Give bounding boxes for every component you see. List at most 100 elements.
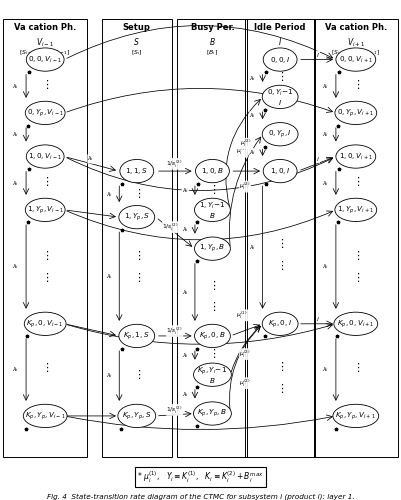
Text: $\lambda_i$: $\lambda_i$ <box>322 262 329 272</box>
Bar <box>177 20 247 457</box>
Bar <box>245 20 315 457</box>
Text: $\mu_i^{(2)}$: $\mu_i^{(2)}$ <box>239 348 251 360</box>
Ellipse shape <box>262 122 298 146</box>
Ellipse shape <box>26 145 64 168</box>
Text: $0, Y_p, V_{i+1}$: $0, Y_p, V_{i+1}$ <box>337 107 375 118</box>
Text: $\lambda_i$: $\lambda_i$ <box>106 272 113 281</box>
Text: $\vdots$: $\vdots$ <box>133 271 141 284</box>
Text: $1/s_i^{(2)}$: $1/s_i^{(2)}$ <box>166 404 183 415</box>
Ellipse shape <box>336 145 376 168</box>
Ellipse shape <box>194 324 230 347</box>
Ellipse shape <box>24 312 66 336</box>
Text: $K_p, 0, I$: $K_p, 0, I$ <box>268 318 292 330</box>
Text: Idle Period: Idle Period <box>254 23 306 32</box>
Text: $K_p, Y_p, V_{i+1}$: $K_p, Y_p, V_{i+1}$ <box>336 410 376 422</box>
Text: Busy Per.: Busy Per. <box>190 23 234 32</box>
Text: $K_p, 0, B$: $K_p, 0, B$ <box>199 330 226 342</box>
Ellipse shape <box>262 86 298 108</box>
Ellipse shape <box>194 363 231 386</box>
Text: $\lambda_i$: $\lambda_i$ <box>249 148 257 157</box>
Text: $\lambda_i$: $\lambda_i$ <box>12 130 19 139</box>
Text: $0, Y_p, I$: $0, Y_p, I$ <box>268 128 292 140</box>
Text: $\mu_i^{(2)}$: $\mu_i^{(2)}$ <box>239 378 251 389</box>
Text: $\vdots$: $\vdots$ <box>209 183 217 196</box>
Text: $\lambda_i$: $\lambda_i$ <box>182 186 189 195</box>
Text: Va cation Ph.: Va cation Ph. <box>325 23 387 32</box>
Text: $\vdots$: $\vdots$ <box>133 368 141 381</box>
Ellipse shape <box>119 324 155 347</box>
Text: $\lambda_i$: $\lambda_i$ <box>322 366 329 374</box>
Text: $S$: $S$ <box>134 36 140 48</box>
Ellipse shape <box>120 160 154 182</box>
Ellipse shape <box>335 102 377 124</box>
Ellipse shape <box>119 206 155 229</box>
Ellipse shape <box>25 102 65 124</box>
Text: $\lambda_i$: $\lambda_i$ <box>322 82 329 90</box>
Text: $1, Y_p, B$: $1, Y_p, B$ <box>199 243 226 254</box>
Ellipse shape <box>263 160 297 182</box>
Text: $\vdots$: $\vdots$ <box>209 278 217 291</box>
Text: $\lambda_i$: $\lambda_i$ <box>322 130 329 139</box>
Text: Setup: Setup <box>123 23 151 32</box>
Text: $K_p, Y_p, B$: $K_p, Y_p, B$ <box>197 408 227 420</box>
Text: $\mu_i^{(1)}$: $\mu_i^{(1)}$ <box>237 310 248 321</box>
Text: $\vdots$: $\vdots$ <box>276 70 284 83</box>
Text: $\vdots$: $\vdots$ <box>352 78 360 92</box>
Text: $\vdots$: $\vdots$ <box>41 175 49 188</box>
Bar <box>102 20 172 457</box>
Text: $\vdots$: $\vdots$ <box>276 360 284 374</box>
Ellipse shape <box>194 402 231 425</box>
Text: $\lambda_i$: $\lambda_i$ <box>182 288 189 296</box>
Text: $I$: $I$ <box>278 36 282 48</box>
Text: $B$: $B$ <box>209 211 216 220</box>
Text: $1, 0, V_{i-1}$: $1, 0, V_{i-1}$ <box>28 152 62 162</box>
Text: $\lambda_i$: $\lambda_i$ <box>12 179 19 188</box>
Text: $1, 0, V_{i+1}$: $1, 0, V_{i+1}$ <box>339 152 373 162</box>
Text: $\mu_i^{(2)}$: $\mu_i^{(2)}$ <box>241 138 252 149</box>
Text: $B$: $B$ <box>209 376 216 385</box>
Text: $1, 0, I$: $1, 0, I$ <box>270 166 290 176</box>
Text: $1, Y_p, S$: $1, Y_p, S$ <box>124 212 150 223</box>
Ellipse shape <box>118 404 156 427</box>
Text: $[S_i]$: $[S_i]$ <box>131 48 143 57</box>
Ellipse shape <box>334 312 378 336</box>
Ellipse shape <box>25 198 65 222</box>
Text: $0, 0, V_{i-1}$: $0, 0, V_{i-1}$ <box>28 54 62 64</box>
Text: $\lambda_i$: $\lambda_i$ <box>182 351 189 360</box>
Text: $\vdots$: $\vdots$ <box>276 382 284 395</box>
Text: $B$: $B$ <box>209 36 216 48</box>
Text: $K_p, Y_p, V_{i-1}$: $K_p, Y_p, V_{i-1}$ <box>25 410 65 422</box>
Text: $[B_i]$: $[B_i]$ <box>207 48 219 57</box>
Text: $l$: $l$ <box>316 155 320 163</box>
Text: $0, Y_i{-}1$: $0, Y_i{-}1$ <box>267 88 294 98</box>
Text: $I$: $I$ <box>278 98 282 107</box>
Text: $\lambda_i$: $\lambda_i$ <box>182 225 189 234</box>
Text: $0, 0, V_{i+1}$: $0, 0, V_{i+1}$ <box>339 54 373 64</box>
Text: $\lambda_i$: $\lambda_i$ <box>12 82 19 90</box>
Text: $\lambda_i$: $\lambda_i$ <box>12 262 19 272</box>
Text: $V_{i-1}$: $V_{i-1}$ <box>36 36 54 49</box>
Text: $\mu_i^{(2)}$: $\mu_i^{(2)}$ <box>239 181 251 192</box>
Ellipse shape <box>262 312 298 336</box>
Text: $l$: $l$ <box>316 50 320 58</box>
Ellipse shape <box>196 160 229 182</box>
Text: * $\mu_i^{(1)}$,   $Y_i \equiv K_i^{(1)}$,   $K_i \equiv K_i^{(2)} + B_i^{max}$: * $\mu_i^{(1)}$, $Y_i \equiv K_i^{(1)}$,… <box>137 470 264 484</box>
Text: $\lambda_i$: $\lambda_i$ <box>249 74 257 82</box>
Text: $\vdots$: $\vdots$ <box>352 175 360 188</box>
Text: $1, Y_p, V_{i+1}$: $1, Y_p, V_{i+1}$ <box>337 204 375 216</box>
Text: $\lambda_i$: $\lambda_i$ <box>182 390 189 398</box>
Text: $\vdots$: $\vdots$ <box>133 250 141 262</box>
Text: $\lambda_i$: $\lambda_i$ <box>249 111 257 120</box>
Text: $\lambda_i$: $\lambda_i$ <box>322 179 329 188</box>
Text: $\vdots$: $\vdots$ <box>41 271 49 284</box>
Text: $l$: $l$ <box>316 315 320 323</box>
Ellipse shape <box>26 48 64 71</box>
Text: $\lambda_i$: $\lambda_i$ <box>106 190 113 198</box>
Ellipse shape <box>194 198 230 222</box>
Ellipse shape <box>194 237 230 260</box>
Ellipse shape <box>333 404 379 427</box>
Text: $\vdots$: $\vdots$ <box>41 78 49 92</box>
Text: $[S_{i-1}, B_{i-1}, I_{i-1}]$: $[S_{i-1}, B_{i-1}, I_{i-1}]$ <box>20 48 71 57</box>
Text: $1, 0, B$: $1, 0, B$ <box>201 166 224 176</box>
Text: $\vdots$: $\vdots$ <box>41 250 49 262</box>
